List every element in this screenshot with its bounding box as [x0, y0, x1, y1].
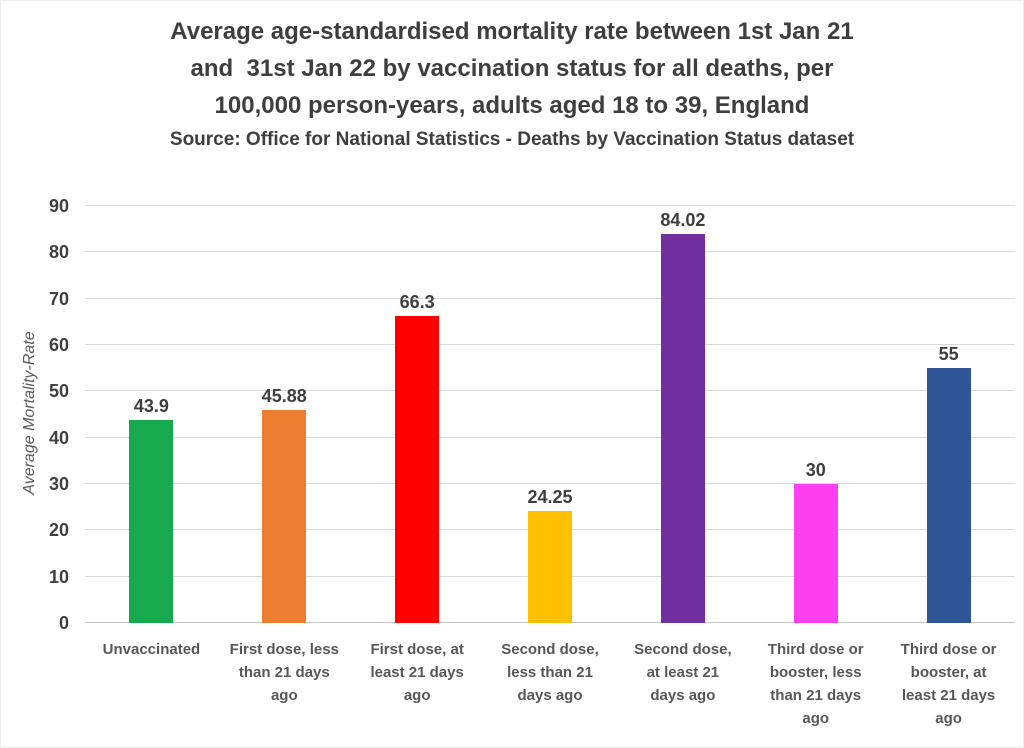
plot-area: 43.9 45.88 66.3 24.25 84.02 30 55 — [85, 205, 1015, 623]
y-tick-label: 70 — [48, 288, 69, 309]
gridline — [85, 251, 1015, 253]
bar-column: 66.3 — [351, 206, 484, 623]
bar-value-label: 45.88 — [261, 386, 307, 407]
bar-column: 45.88 — [218, 206, 351, 623]
chart-title: Average age-standardised mortality rate … — [170, 18, 854, 119]
bar-column: 43.9 — [85, 206, 218, 623]
y-tick-label: 10 — [48, 566, 69, 587]
y-tick-label: 80 — [48, 242, 69, 263]
y-tick-label: 90 — [48, 196, 69, 216]
y-tick-label: 60 — [48, 335, 69, 356]
chart-header: Average age-standardised mortality rate … — [1, 13, 1023, 154]
bar-value-label: 55 — [938, 344, 959, 365]
y-axis-ticks: 0 10 20 30 40 50 60 70 80 90 — [1, 197, 69, 632]
gridline — [85, 483, 1015, 485]
bar-column: 24.25 — [484, 206, 617, 623]
bar-value-label: 84.02 — [660, 209, 706, 230]
bar-column: 55 — [882, 206, 1015, 623]
y-tick-label: 30 — [48, 474, 69, 495]
x-tick-label-third-dose-or-booster-at-least-21-days-ago: Third dose or booster, at least 21 days … — [900, 641, 997, 727]
y-tick-label: 50 — [48, 381, 69, 402]
x-tick-label-third-dose-or-booster-less-than-21-days-ago: Third dose or booster, less than 21 days… — [767, 641, 864, 727]
x-tick-label-second-dose-less-than-21-days-ago: Second dose, less than 21 days ago — [501, 641, 599, 704]
bar-value-label: 66.3 — [399, 291, 435, 312]
chart-subtitle: Source: Office for National Statistics -… — [169, 129, 855, 150]
bar-unvaccinated — [129, 419, 174, 623]
gridline — [85, 436, 1015, 438]
x-axis-labels: Unvaccinated First dose, less than 21 day… — [85, 638, 1015, 730]
bar-value-label: 30 — [805, 460, 826, 481]
x-tick-label-first-dose-at-least-21-days-ago: First dose, at least 21 days ago — [370, 641, 464, 704]
y-tick-label: 0 — [58, 613, 69, 633]
x-tick-label-first-dose-less-than-21-days-ago: First dose, less than 21 days ago — [229, 641, 339, 704]
bar-column: 30 — [749, 206, 882, 623]
bar-third-dose-or-booster-less-than-21-days-ago — [793, 484, 838, 623]
bar-second-dose-less-than-21-days-ago — [528, 510, 572, 623]
gridline — [85, 344, 1015, 346]
bar-first-dose-less-than-21-days-ago — [262, 410, 307, 623]
bar-value-label: 43.9 — [133, 395, 169, 416]
x-tick-label-unvaccinated: Unvaccinated — [102, 641, 201, 658]
x-tick-label-second-dose-at-least-21-days-ago: Second dose, at least 21 days ago — [634, 641, 732, 704]
gridline — [85, 297, 1015, 299]
y-tick-label: 20 — [48, 520, 69, 541]
bar-first-dose-at-least-21-days-ago — [395, 315, 440, 623]
bar-third-dose-or-booster-at-least-21-days-ago — [926, 368, 971, 623]
bar-second-dose-at-least-21-days-ago — [660, 233, 705, 623]
bar-value-label: 24.25 — [527, 486, 573, 507]
y-tick-label: 40 — [48, 427, 69, 448]
gridline — [85, 205, 1015, 206]
gridline — [85, 390, 1015, 392]
bar-column: 84.02 — [616, 206, 749, 623]
bars: 43.9 45.88 66.3 24.25 84.02 30 55 — [85, 206, 1015, 623]
